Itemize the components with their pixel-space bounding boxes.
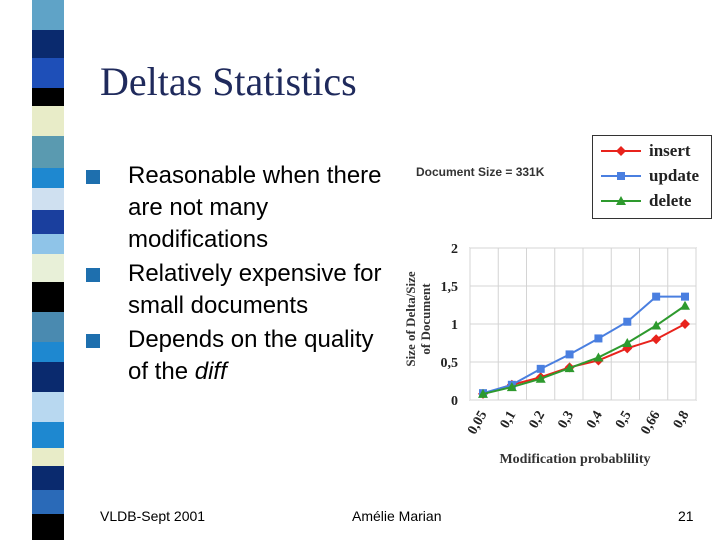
y-tick-label: 0,5 (441, 356, 459, 371)
stripe-block (32, 254, 64, 282)
series-line-update (482, 295, 685, 395)
bullet-item: Depends on the quality of the diff (86, 324, 386, 388)
bullet-square-icon (86, 170, 100, 184)
data-point-insert (651, 334, 662, 345)
y-tick-label: 1,5 (441, 280, 459, 295)
bullet-list: Reasonable when there are not many modif… (86, 160, 386, 390)
series-line-insert (482, 323, 686, 395)
stripe-block (32, 168, 64, 188)
stripe-block (32, 234, 64, 254)
stripe-block (32, 0, 64, 30)
x-tick-label: 0,66 (638, 409, 663, 438)
bullet-text: Relatively expensive for small documents (128, 260, 382, 319)
stripe-block (32, 30, 64, 58)
bullet-item: Relatively expensive for small documents (86, 258, 386, 322)
slide-title: Deltas Statistics (100, 59, 357, 104)
data-point-delete (651, 320, 662, 330)
x-axis-label: Modification probablility (499, 452, 651, 467)
data-point-update (565, 350, 574, 359)
x-tick-label: 0,8 (671, 409, 693, 432)
chart-legend: insert update delete (592, 135, 712, 219)
data-point-delete (680, 300, 690, 310)
bullet-item: Reasonable when there are not many modif… (86, 160, 386, 256)
stripe-block (32, 106, 64, 136)
bullet-text: Depends on the quality of the (128, 326, 374, 385)
stripe-block (32, 58, 64, 88)
decorative-stripe (0, 0, 64, 540)
data-point-update (536, 364, 545, 373)
y-tick-label: 1 (451, 318, 458, 333)
stripe-block (32, 514, 64, 540)
stripe-block (32, 88, 64, 106)
x-tick-label: 0,4 (584, 409, 606, 432)
legend-label: insert (649, 141, 691, 160)
data-point-delete (564, 363, 575, 373)
stripe-block (32, 422, 64, 448)
stripe-block (32, 188, 64, 210)
data-point-insert (680, 319, 690, 329)
stripe-block (32, 466, 64, 490)
stripe-block (32, 210, 64, 234)
footer-conference: VLDB-Sept 2001 (100, 508, 206, 524)
data-point-update (594, 334, 603, 343)
bullet-square-icon (86, 268, 100, 282)
chart-title: Document Size = 331K (416, 165, 545, 179)
stripe-block (32, 342, 64, 362)
y-tick-label: 2 (451, 242, 458, 257)
stripe-block (32, 448, 64, 466)
legend-item-delete: delete (601, 190, 709, 214)
x-tick-label: 0,3 (555, 409, 577, 432)
stripe-block (32, 282, 64, 312)
x-tick-label: 0,2 (526, 409, 548, 432)
stripe-block (32, 312, 64, 342)
x-tick-label: 0,5 (613, 409, 635, 432)
series-line-delete (482, 304, 686, 395)
data-point-delete (535, 373, 546, 383)
stripe-block (32, 490, 64, 514)
legend-item-update: update (601, 165, 709, 189)
x-tick-label: 0,05 (465, 409, 490, 438)
data-point-delete (593, 352, 604, 362)
bullet-text-italic: diff (194, 358, 227, 385)
x-tick-label: 0,1 (498, 409, 520, 432)
stripe-block (32, 362, 64, 392)
legend-label: update (649, 166, 700, 185)
legend-item-insert: insert (601, 140, 709, 164)
stripe-block (32, 136, 64, 168)
data-point-delete (506, 382, 517, 392)
bullet-text: Reasonable when there are not many modif… (128, 162, 382, 253)
bullet-square-icon (86, 334, 100, 348)
page-number: 21 (678, 508, 694, 524)
stripe-block (32, 392, 64, 422)
footer-author: Amélie Marian (352, 508, 442, 524)
data-point-update (623, 317, 632, 326)
data-point-delete (478, 388, 488, 398)
data-point-update (681, 292, 689, 301)
data-point-update (652, 292, 661, 301)
data-point-delete (622, 338, 633, 347)
legend-label: delete (649, 191, 692, 210)
y-tick-label: 0 (451, 394, 458, 409)
